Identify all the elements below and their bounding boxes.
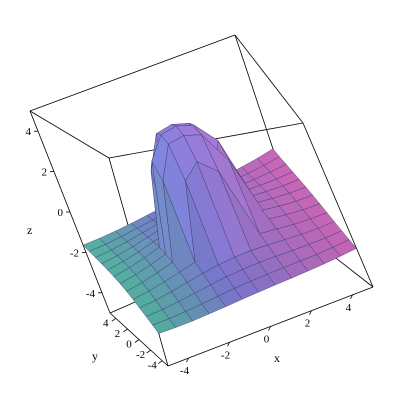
y-tick-label: 0	[126, 339, 132, 351]
box-edge	[302, 122, 374, 288]
z-tick-label: 4	[26, 126, 32, 138]
y-tick-label: 2	[115, 328, 121, 340]
tick-mark	[309, 310, 312, 315]
tick-mark	[134, 339, 140, 343]
y-axis-label: y	[92, 349, 98, 363]
tick-mark	[268, 326, 271, 331]
z-tick-label: 2	[42, 167, 48, 179]
x-tick-label: 0	[264, 334, 270, 346]
tick-mark	[157, 360, 163, 365]
tick-mark	[186, 357, 189, 363]
x-tick-label: -4	[180, 365, 190, 377]
box-edge	[29, 34, 236, 112]
surface-mesh	[82, 122, 357, 334]
z-tick-label: -2	[70, 247, 79, 259]
x-axis-label: x	[274, 351, 280, 365]
box-edge	[234, 34, 304, 124]
box-edge	[29, 110, 110, 159]
x-tick-label: -2	[221, 349, 230, 361]
tick-mark	[146, 349, 151, 354]
z-tick-label: 0	[58, 207, 64, 219]
y-tick-label: -4	[148, 360, 158, 372]
z-axis-label: z	[27, 223, 32, 237]
y-tick-label: 4	[103, 317, 109, 329]
tick-mark	[123, 328, 128, 333]
tick-mark	[227, 342, 230, 347]
x-tick-label: 4	[346, 302, 352, 314]
y-tick-label: -2	[136, 349, 145, 361]
tick-mark	[350, 294, 353, 300]
z-tick-label: -4	[86, 288, 96, 300]
tick-mark	[111, 317, 117, 322]
x-tick-label: 2	[305, 318, 311, 330]
